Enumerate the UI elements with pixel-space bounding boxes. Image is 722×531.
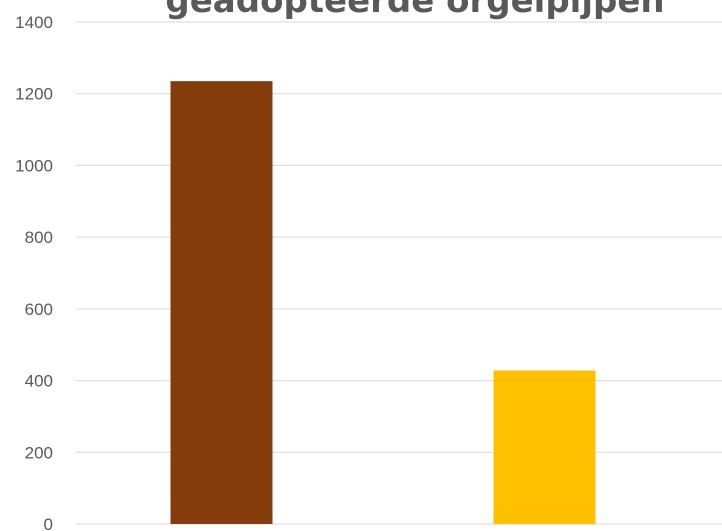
y-tick-label-200: 200 [25,443,53,462]
bar-2 [493,370,596,524]
bars [170,81,596,525]
y-tick-label-0: 0 [44,515,53,531]
y-tick-label-1000: 1000 [15,156,53,175]
y-tick-label-600: 600 [25,300,53,319]
y-tick-label-800: 800 [25,228,53,247]
chart-title: geadopteerde orgelpijpen [165,0,664,21]
y-tick-label-1200: 1200 [15,85,53,104]
y-axis-ticks: 0 200 400 600 800 1000 1200 1400 [15,13,53,531]
y-tick-label-400: 400 [25,372,53,391]
y-tick-label-1400: 1400 [15,13,53,32]
bar-1 [170,81,273,525]
